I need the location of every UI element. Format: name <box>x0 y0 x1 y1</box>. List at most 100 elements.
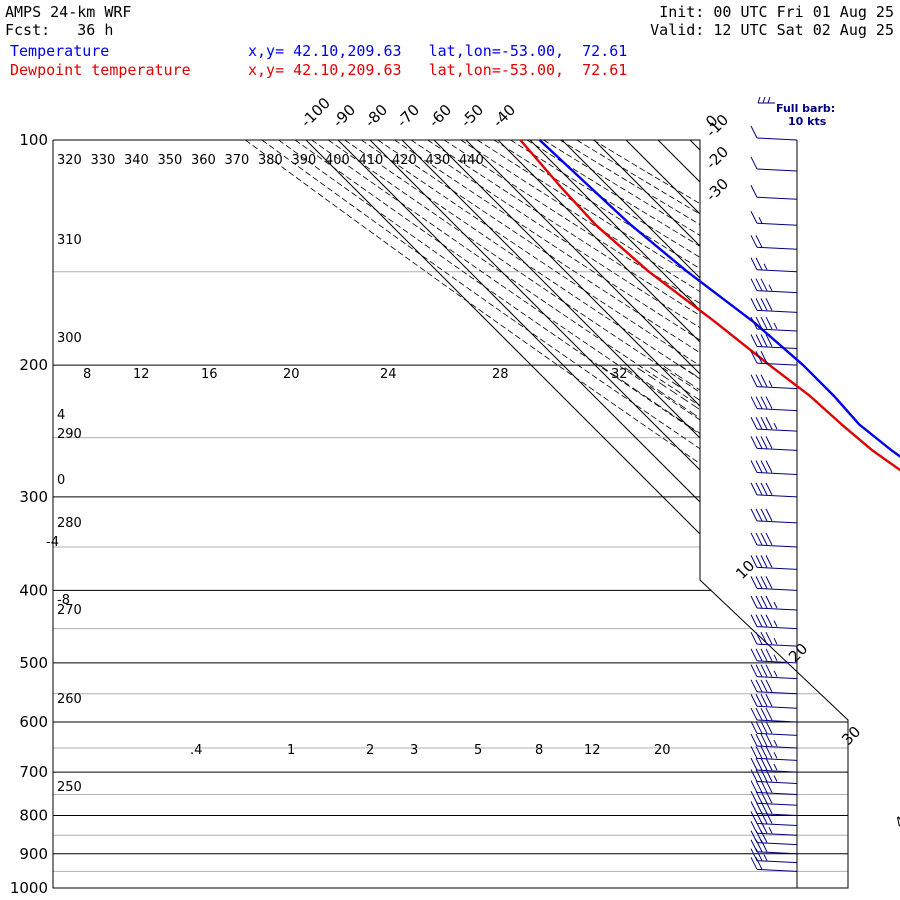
wind-barb-full <box>765 780 773 793</box>
theta-label: 270 <box>57 603 82 618</box>
wind-barb <box>750 679 798 695</box>
wind-barb-full <box>765 508 773 522</box>
wind-barb-full <box>750 482 758 496</box>
theta-label: 330 <box>91 153 116 168</box>
wind-barb-full <box>760 733 768 747</box>
wind-barb-full <box>765 482 773 496</box>
moist-adiabat <box>724 364 848 888</box>
isotherm <box>689 140 848 888</box>
pressure-tick-label: 800 <box>19 807 48 825</box>
theta-label: 260 <box>57 692 82 707</box>
wind-barb-full <box>750 235 758 248</box>
wind-barb-full <box>750 857 758 870</box>
dry-adiabat <box>344 140 848 888</box>
wind-barb <box>750 396 798 412</box>
model-title: AMPS 24-km WRF <box>5 3 132 21</box>
wind-barb <box>750 848 798 864</box>
wind-barb <box>750 156 798 172</box>
wind-barb-full <box>755 316 763 330</box>
wind-barb-full <box>755 416 763 430</box>
isotherm <box>817 140 848 888</box>
wind-barb-full <box>760 694 768 707</box>
wind-barb-full <box>750 733 758 747</box>
dry-adiabat <box>261 140 848 888</box>
wind-barb-full <box>750 648 758 662</box>
temperature-profile <box>538 139 900 458</box>
valid-time: Valid: 12 UTC Sat 02 Aug 25 <box>650 21 894 39</box>
dewpoint-point <box>648 270 650 273</box>
wind-barb-full <box>760 482 768 496</box>
moist-adiabat-label: 4 <box>57 408 65 423</box>
wind-barb-staff <box>756 868 798 872</box>
wind-barb-full <box>765 707 773 721</box>
dry-adiabat <box>443 140 848 888</box>
moist-adiabat-label: 0 <box>57 473 65 488</box>
wind-barb-full <box>750 780 758 793</box>
dewpoint-point <box>809 395 811 397</box>
wind-barb-full <box>765 664 773 677</box>
legend-barb-full <box>757 96 761 104</box>
wind-barb-full <box>755 436 763 449</box>
wind-barb-staff <box>756 660 798 664</box>
dewpoint-point <box>768 364 771 366</box>
wind-barb-staff <box>756 643 798 647</box>
legend-barb-full <box>762 96 766 104</box>
wind-barb-staff <box>756 587 798 591</box>
wind-barb-staff <box>756 676 798 680</box>
wind-barb-full <box>755 257 763 270</box>
wind-barb <box>750 298 798 313</box>
wind-barb-full <box>755 334 763 347</box>
wind-barb <box>750 769 798 785</box>
wind-barb-half <box>773 739 778 747</box>
moist-adiabat <box>679 364 848 888</box>
wind-barb-full <box>760 830 768 843</box>
mixing-ratio-label: 2 <box>366 743 374 758</box>
wind-barb-half <box>768 380 773 387</box>
mixing-ratio-label: 5 <box>474 743 482 758</box>
wind-barb-full <box>755 576 763 589</box>
wind-barb-staff <box>756 842 798 846</box>
wind-barb-half <box>773 775 778 782</box>
wind-barb-full <box>765 532 773 546</box>
temperature-tick-label: 10 <box>732 557 758 583</box>
wind-barb-full <box>765 811 773 824</box>
dry-adiabat <box>278 140 848 888</box>
wind-barb-staff <box>756 626 798 630</box>
wind-barb-full <box>765 733 773 747</box>
wind-barb-staff <box>756 607 798 611</box>
temperature-tick-label: 30 <box>838 723 864 749</box>
moist-adiabat-label: -4 <box>46 535 59 550</box>
wind-barb-half <box>773 637 778 645</box>
wind-barb-full <box>765 576 773 589</box>
wind-barb <box>750 374 798 390</box>
wind-barb-full <box>755 532 763 546</box>
wind-barb-full <box>760 436 768 449</box>
wind-barb-staff <box>756 705 798 709</box>
dewpoint-point <box>714 320 716 323</box>
theta-label: 310 <box>57 233 82 248</box>
wind-barb-full <box>755 857 763 870</box>
theta-label: 320 <box>57 153 82 168</box>
wind-barb-full <box>755 555 763 568</box>
wind-barb-full <box>760 664 768 677</box>
theta-e-label: 32 <box>611 367 628 382</box>
wind-barb-half <box>773 620 778 627</box>
wind-barb-full <box>755 757 763 771</box>
mixing-ratio-label: .4 <box>190 743 202 758</box>
pressure-tick-label: 900 <box>19 845 48 863</box>
wind-barb-full <box>750 848 758 861</box>
wind-barb <box>750 508 798 524</box>
temperature-point <box>833 395 835 397</box>
wind-barb-half <box>773 422 778 430</box>
pressure-tick-label: 100 <box>19 131 48 149</box>
wind-barb-full <box>760 532 768 546</box>
wind-barb-full <box>755 614 763 627</box>
theta-label: 380 <box>258 153 283 168</box>
wind-barb <box>750 694 798 709</box>
wind-barb-staff <box>756 471 798 475</box>
wind-barb-full <box>760 811 768 824</box>
wind-barb <box>750 664 798 680</box>
dewpoint-point <box>595 224 597 227</box>
dry-adiabat <box>377 140 848 888</box>
isotherm <box>497 140 848 888</box>
